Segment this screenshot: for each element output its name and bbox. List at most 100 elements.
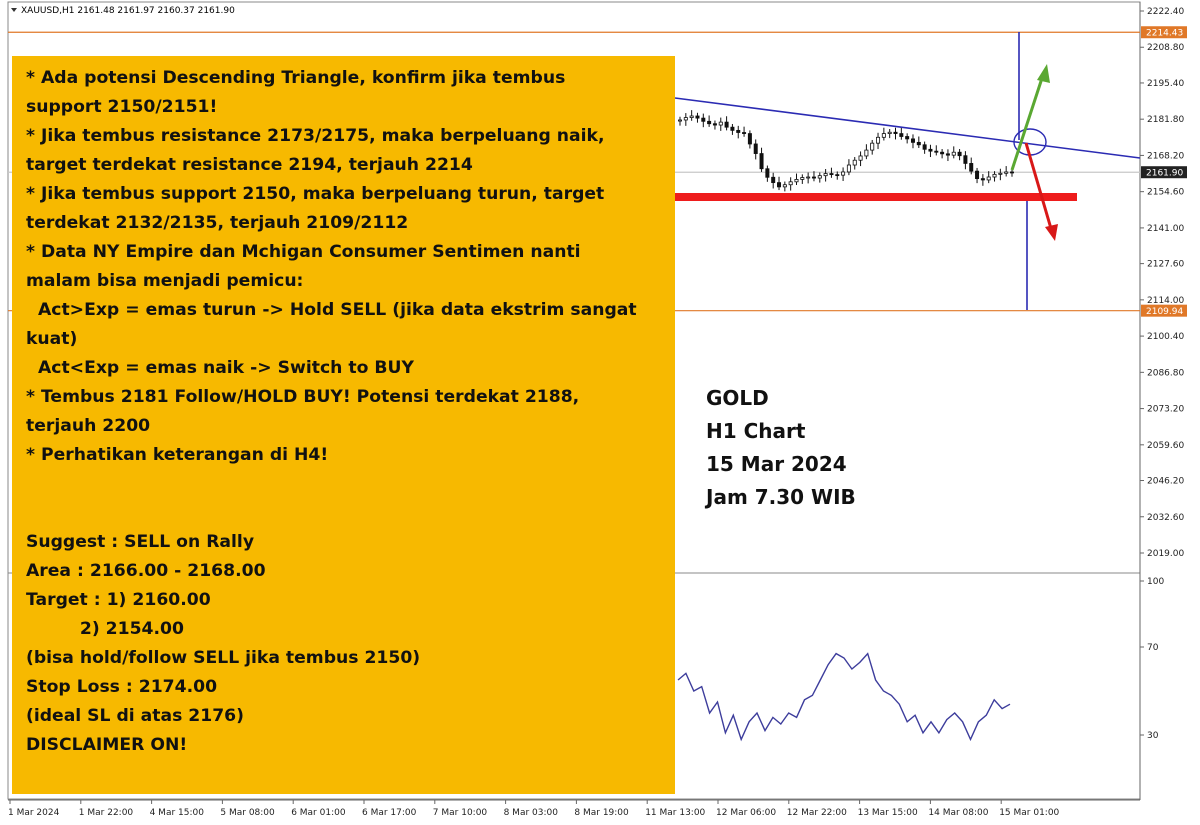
- candle-body: [980, 178, 985, 181]
- bull-arrow-shaft: [1010, 71, 1046, 171]
- candle-body: [934, 150, 939, 153]
- candle-body: [870, 142, 875, 151]
- note-line: Act>Exp = emas turun -> Hold SELL (jika …: [26, 300, 637, 320]
- y-tick-label: 2059.60: [1147, 441, 1184, 451]
- note-line: kuat): [26, 329, 78, 349]
- candle-body: [1010, 171, 1015, 174]
- descending-trendline: [674, 97, 1141, 159]
- analysis-note: * Ada potensi Descending Triangle, konfi…: [12, 56, 675, 794]
- note-line: * Tembus 2181 Follow/HOLD BUY! Potensi t…: [26, 387, 580, 407]
- spacer: [26, 499, 661, 528]
- candle-body: [928, 148, 933, 152]
- osc-tick-label: 100: [1147, 577, 1164, 587]
- candle-body: [881, 133, 886, 138]
- candle-body: [975, 170, 980, 180]
- bull-arrow-head: [1037, 64, 1050, 83]
- x-tick-label: 5 Mar 08:00: [220, 808, 275, 818]
- oscillator-line: [677, 652, 1011, 742]
- candle-body: [753, 143, 758, 154]
- support-band: [675, 193, 1077, 201]
- candle-body: [730, 126, 735, 131]
- suggest-line: DISCLAIMER ON!: [26, 735, 188, 755]
- x-tick-label: 11 Mar 13:00: [645, 808, 705, 818]
- y-tick-label: 2114.00: [1147, 296, 1184, 306]
- note-line: * Perhatikan keterangan di H4!: [26, 445, 329, 465]
- x-tick-label: 7 Mar 10:00: [433, 808, 488, 818]
- candle-body: [742, 132, 747, 134]
- candle-body: [940, 151, 945, 155]
- candle-body: [963, 155, 968, 164]
- candle-body: [864, 149, 869, 157]
- suggest-line: Stop Loss : 2174.00: [26, 677, 218, 697]
- support-level-label: 2109.94: [1146, 307, 1183, 317]
- x-tick-label: 8 Mar 19:00: [574, 808, 629, 818]
- y-tick-label: 2073.20: [1147, 405, 1184, 415]
- y-tick-label: 2127.60: [1147, 260, 1184, 270]
- candle-body: [945, 153, 950, 156]
- candle-body: [777, 182, 782, 188]
- y-tick-label: 2019.00: [1147, 549, 1184, 559]
- caption-asset: GOLD: [706, 386, 769, 410]
- suggest-line: (ideal SL di atas 2176): [26, 706, 244, 726]
- note-line: terjauh 2200: [26, 416, 151, 436]
- candle-body: [701, 117, 706, 122]
- y-tick-label: 2222.40: [1147, 7, 1184, 17]
- candle-body: [817, 175, 822, 179]
- candle-body: [782, 184, 787, 188]
- symbol-header: XAUUSD,H1 2161.48 2161.97 2160.37 2161.9…: [21, 6, 235, 16]
- candle-body: [712, 123, 717, 126]
- candle-body: [683, 117, 688, 121]
- candle-body: [794, 179, 799, 183]
- current-price-label: 2161.90: [1146, 169, 1183, 179]
- oscillator: [677, 652, 1011, 742]
- dropdown-triangle-icon[interactable]: [11, 8, 17, 12]
- candle-body: [1004, 171, 1009, 174]
- candle-body: [893, 131, 898, 134]
- candle-body: [858, 155, 863, 161]
- suggest-line: (bisa hold/follow SELL jika tembus 2150): [26, 648, 421, 668]
- drawings: [674, 32, 1141, 310]
- candle-body: [829, 173, 834, 176]
- candle-body: [998, 172, 1003, 175]
- y-tick-label: 2208.80: [1147, 43, 1184, 53]
- x-tick-label: 12 Mar 06:00: [716, 808, 776, 818]
- y-tick-label: 2168.20: [1147, 151, 1184, 161]
- chart-header: XAUUSD,H1 2161.48 2161.97 2160.37 2161.9…: [11, 6, 235, 16]
- note-line: terdekat 2132/2135, terjauh 2109/2112: [26, 213, 409, 233]
- note-line: * Jika tembus support 2150, maka berpelu…: [26, 184, 605, 204]
- candle-body: [771, 176, 776, 184]
- caption-date: 15 Mar 2024: [706, 452, 847, 476]
- candle-body: [876, 136, 881, 144]
- x-tick-label: 15 Mar 01:00: [999, 808, 1059, 818]
- candle-body: [905, 136, 910, 140]
- caption-timeframe: H1 Chart: [706, 419, 806, 443]
- note-line: * Jika tembus resistance 2173/2175, maka…: [26, 126, 605, 146]
- candle-body: [759, 153, 764, 170]
- candle-body: [736, 129, 741, 133]
- y-axis-ticks: 2222.40 2208.80 2195.40 2181.80 2168.20 2154.…: [1140, 7, 1184, 559]
- x-tick-label: 6 Mar 17:00: [362, 808, 417, 818]
- spacer: [26, 470, 661, 499]
- candle-body: [806, 176, 811, 179]
- candle-body: [846, 164, 851, 173]
- candle-body: [835, 174, 840, 177]
- y-tick-label: 2141.00: [1147, 224, 1184, 234]
- bear-arrow-head: [1045, 224, 1058, 241]
- y-tick-label: 2154.60: [1147, 188, 1184, 198]
- suggest-line: Area : 2166.00 - 2168.00: [26, 561, 266, 581]
- x-tick-label: 8 Mar 03:00: [504, 808, 559, 818]
- candle-body: [922, 144, 927, 150]
- note-line: * Data NY Empire dan Mchigan Consumer Se…: [26, 242, 581, 262]
- candle-body: [969, 163, 974, 172]
- x-tick-label: 6 Mar 01:00: [291, 808, 346, 818]
- y-tick-label: 2100.40: [1147, 332, 1184, 342]
- candle-body: [724, 121, 729, 128]
- y-tick-label: 2195.40: [1147, 79, 1184, 89]
- candle-body: [678, 119, 683, 122]
- candle-body: [852, 159, 857, 166]
- oscillator-axis-ticks: 100 70 30: [1140, 577, 1164, 741]
- candle-body: [765, 168, 770, 178]
- osc-tick-label: 30: [1147, 731, 1159, 741]
